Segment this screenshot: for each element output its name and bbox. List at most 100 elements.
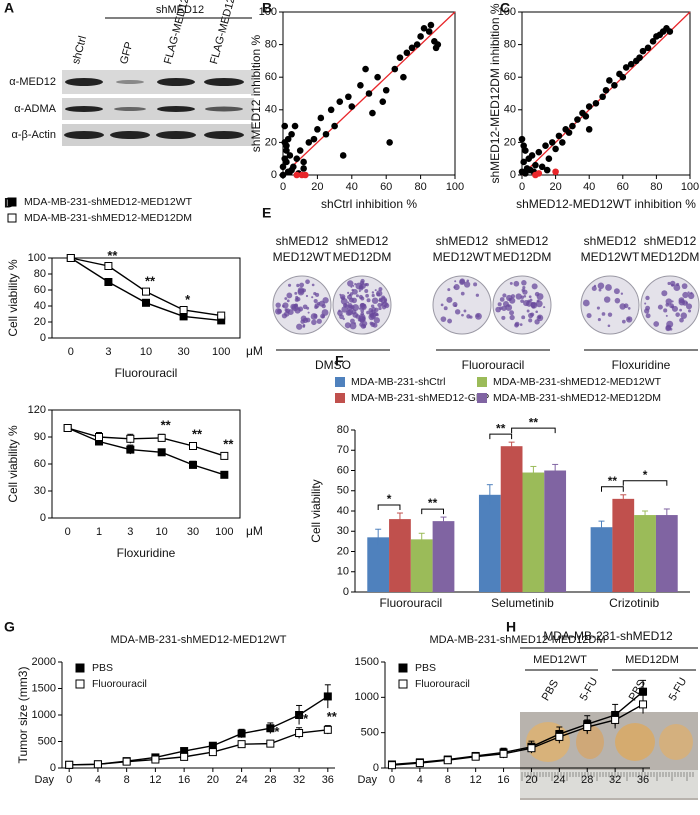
colony [463,281,471,288]
colony [685,301,688,305]
column-label: MED12WT [433,250,492,264]
bar [432,521,455,592]
x-tick-label: 24 [235,774,247,786]
x-tick-label: 1 [96,526,102,538]
colony [528,318,533,323]
colony [302,325,306,328]
x-tick-label: 0 [519,181,525,193]
point [538,163,546,171]
legend-swatch [335,377,345,387]
x-tick-label: 30 [177,346,189,358]
colony [358,289,361,293]
colony [315,292,320,297]
colony [613,288,620,295]
series-line [67,427,225,476]
colony [497,302,502,307]
x-tick-label: 16 [178,774,190,786]
point [104,278,113,286]
row-label: α-β-Actin [12,129,56,141]
point [281,122,289,130]
colony [355,294,359,298]
group-label: MED12WT [533,654,587,666]
colony [667,281,671,286]
significance: * [643,468,648,482]
x-tick-label: 0 [66,774,72,786]
colony [282,302,289,309]
y-tick-label: 100 [259,6,277,18]
colony [300,315,307,322]
colony [535,310,538,314]
row-label: α-MED12 [9,76,56,88]
x-tick-label: 8 [124,774,130,786]
column-label: MED12DM [493,250,552,264]
colony [371,291,375,294]
colony [671,300,674,303]
colony [373,317,381,324]
significance: * [387,492,392,506]
point [592,99,600,107]
colony [352,288,358,295]
colony [690,291,693,295]
point [527,744,536,753]
legend-label: MDA-MB-231-shMED12-GFP [351,392,489,404]
colony [378,306,382,311]
colony [284,311,290,317]
colony [384,303,390,309]
colony [614,297,621,304]
legend-swatch [75,679,85,689]
colony [371,307,377,312]
colony [513,280,520,287]
point [142,287,150,296]
point [279,171,287,179]
colony [362,321,368,327]
y-tick-label: 2000 [32,656,56,668]
x-tick-label: 0 [68,346,74,358]
legend-swatch [335,393,345,403]
point [348,103,356,110]
treatment-label: PBS [540,678,561,703]
x-tick-label: Crizotinib [609,596,659,610]
y-tick-label: 40 [504,104,516,116]
point [417,33,424,40]
y-tick-label: 10 [337,566,349,578]
significance: ** [608,474,618,488]
colony [543,306,546,309]
point [569,122,576,130]
point [413,41,421,48]
legend-swatch [7,213,17,223]
colony [361,302,365,307]
legend-swatch [398,663,408,673]
colony [311,283,315,287]
y-tick-label: 20 [337,545,349,557]
colony [365,293,369,298]
point [217,311,226,320]
colony [687,291,690,294]
y-tick-label: 1500 [355,656,379,668]
legend-label: PBS [92,662,113,674]
x-tick-label: 60 [617,181,629,193]
point [425,28,433,35]
colony [354,282,357,286]
bracket [421,508,444,515]
y-tick-label: 0 [50,762,56,774]
colony [626,316,633,323]
colony [519,323,523,327]
y-axis-label: Cell viability [309,479,323,542]
row-label: α-ADMA [14,103,56,115]
colony [688,309,692,313]
colony [521,315,526,320]
colony [673,284,681,291]
column-label: shMED12 [336,234,389,248]
y-tick-label: 60 [34,284,46,296]
colony [286,292,293,299]
colony [657,304,663,310]
colony [644,302,647,305]
group-label: shMED12 [156,4,204,16]
colony [454,304,457,308]
column-label: shMED12 [276,234,329,248]
colony [296,283,300,288]
point [471,752,480,761]
point [649,38,657,45]
legend-label: MDA-MB-231-shMED12-MED12WT [493,376,662,388]
legend-label: Fluorouracil [415,678,470,690]
